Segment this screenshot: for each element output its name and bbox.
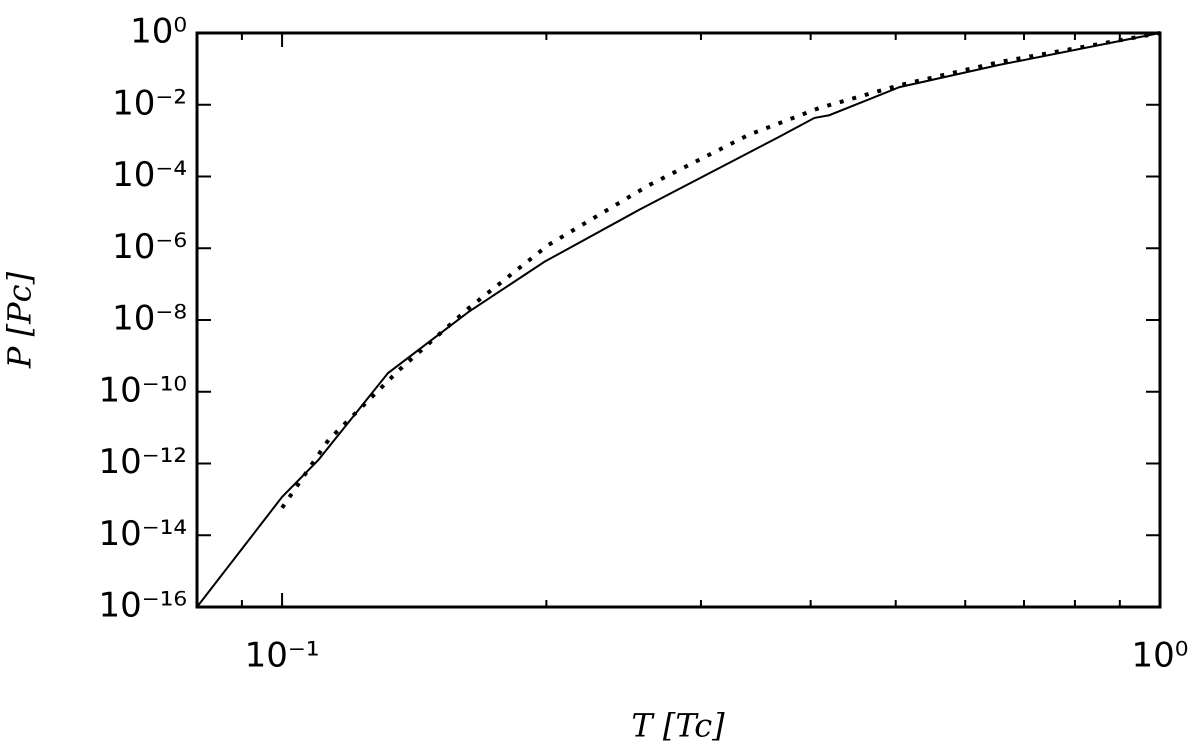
data-line xyxy=(280,31,1161,509)
y-tick-label: 10⁻¹² xyxy=(99,442,187,482)
y-tick-label: 10⁰ xyxy=(130,12,187,52)
y-tick-label: 10⁻⁴ xyxy=(112,155,187,195)
y-axis-label: P [Pc] xyxy=(1,271,39,369)
y-tick-label: 10⁻⁶ xyxy=(112,227,187,267)
x-tick-label: 10⁻¹ xyxy=(245,636,320,676)
y-tick-label: 10⁻¹⁰ xyxy=(99,370,187,410)
y-tick-label: 10⁻² xyxy=(112,83,187,123)
y-tick-label: 10⁻¹⁶ xyxy=(99,586,187,626)
y-tick-label: 10⁻⁸ xyxy=(112,299,187,339)
x-tick-label: 10⁰ xyxy=(1132,636,1189,676)
plot-frame xyxy=(195,31,1162,609)
data-line xyxy=(196,32,1161,608)
x-axis-label: T [Tc] xyxy=(631,707,725,745)
y-tick-label: 10⁻¹⁴ xyxy=(99,514,187,554)
